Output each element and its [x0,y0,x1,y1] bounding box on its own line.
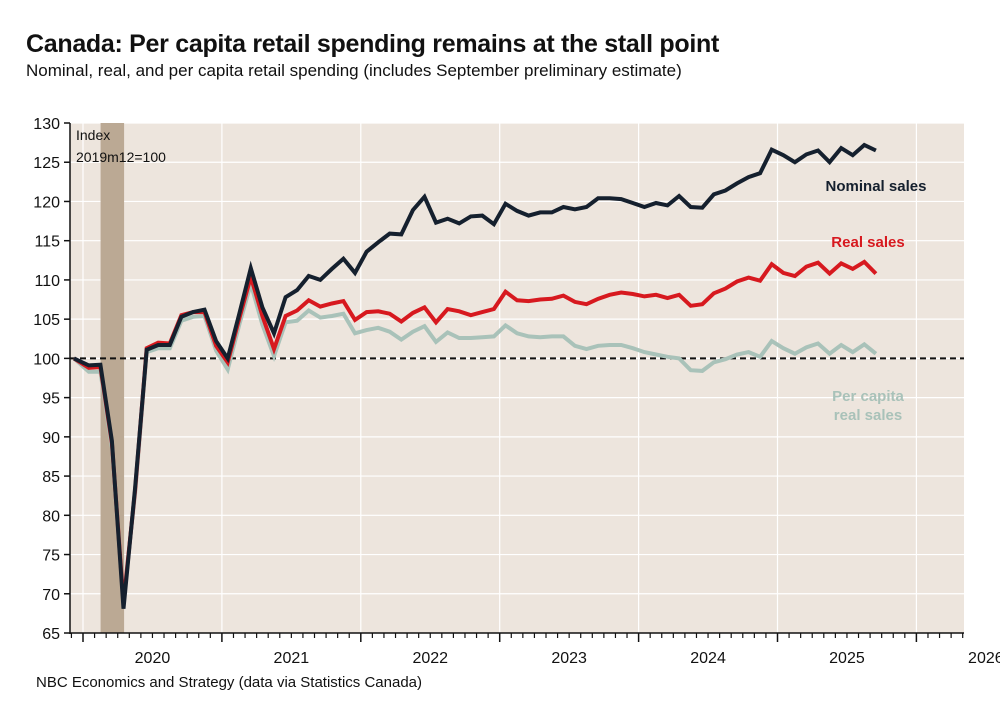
index-note-line1: Index [76,127,110,143]
chart-subtitle: Nominal, real, and per capita retail spe… [26,61,682,80]
x-tick-label: 2020 [135,650,171,667]
y-tick-label: 85 [42,469,60,486]
x-tick-label: 2023 [551,650,587,667]
series-label-per-capita-real-sales: real sales [834,407,902,424]
x-tick-label: 2025 [829,650,865,667]
index-note-line2: 2019m12=100 [76,149,166,165]
y-tick-label: 100 [33,351,60,368]
labels: Index 2019m12=100 Per capita real sales Re… [76,127,926,424]
y-tick-label: 130 [33,116,60,133]
y-tick-label: 105 [33,312,60,329]
x-tick-label: 2021 [274,650,310,667]
y-tick-label: 110 [34,273,60,290]
x-tick-label: 2026 [968,650,1000,667]
x-tick-label: 2022 [412,650,448,667]
series-lines [72,142,878,609]
y-tick-label: 70 [42,587,60,604]
gridlines [70,122,964,633]
y-tick-label: 75 [42,548,60,565]
y-tick-label: 90 [42,430,60,447]
chart-title: Canada: Per capita retail spending remai… [26,30,719,58]
x-tick-label: 2024 [690,650,726,667]
y-tick-label: 65 [42,626,60,643]
series-label-real-sales: Real sales [831,234,904,251]
y-tick-label: 115 [34,234,60,251]
y-tick-label: 120 [33,194,60,211]
series-label-per-capita-real-sales: Per capita [832,388,904,405]
y-tick-label: 125 [33,155,60,172]
series-label-nominal-sales: Nominal sales [826,178,927,195]
axes: 65 70 75 80 85 90 95 100 105 110 115 120 125 130 2020 2… [33,116,1000,667]
source-note: NBC Economics and Strategy (data via Sta… [36,674,423,691]
y-tick-label: 95 [42,391,60,408]
plot-background [70,123,964,633]
y-tick-label: 80 [42,508,60,525]
series-line-nominal-sales [73,142,877,609]
